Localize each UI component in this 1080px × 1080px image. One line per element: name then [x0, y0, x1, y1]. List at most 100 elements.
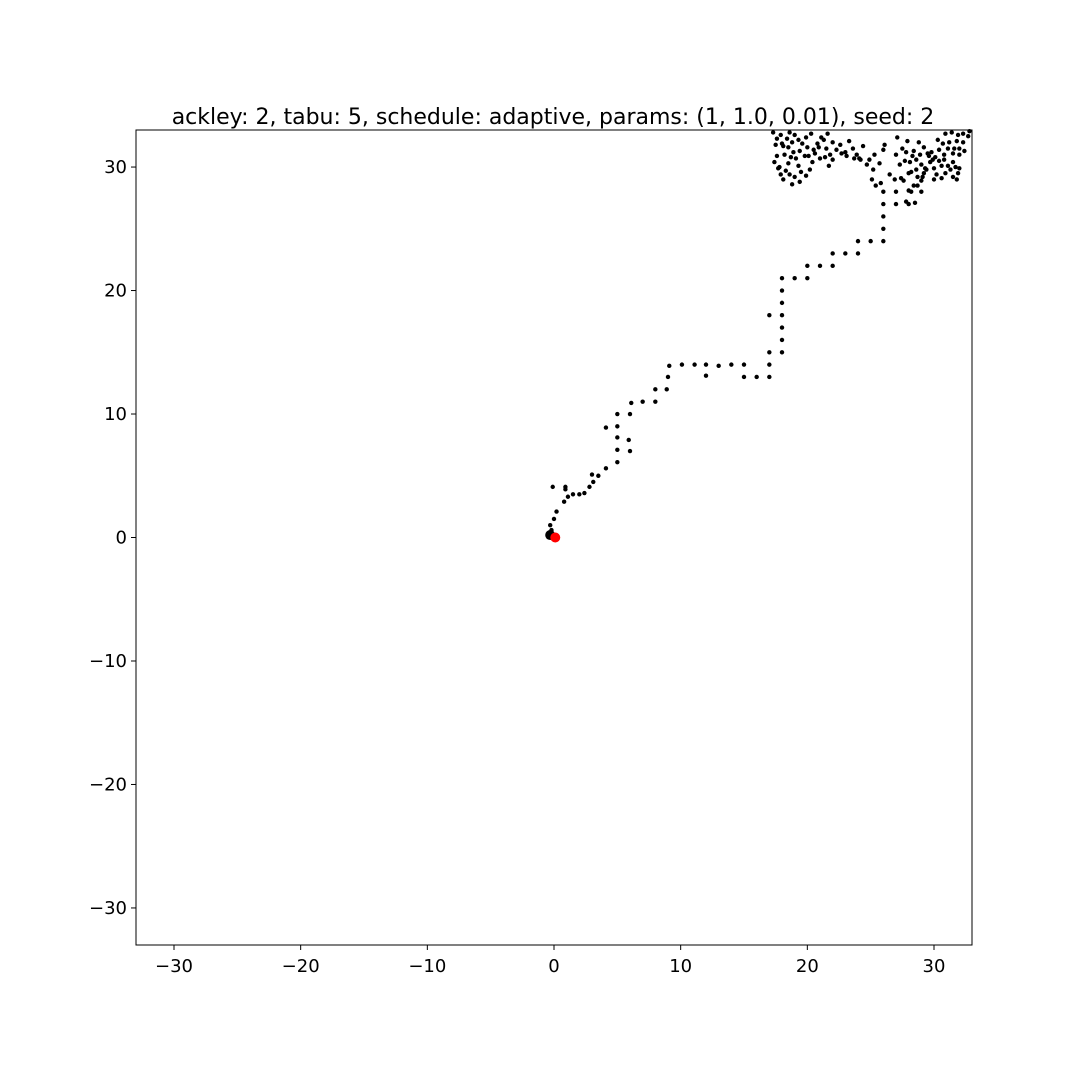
data-point	[807, 167, 813, 172]
data-point	[909, 189, 914, 194]
data-point	[869, 177, 875, 182]
y-tick-label: −30	[89, 898, 127, 919]
y-tick-label: 20	[104, 281, 127, 302]
data-point	[821, 137, 826, 143]
data-point	[897, 162, 902, 167]
data-point	[787, 130, 792, 135]
data-point	[789, 140, 795, 145]
data-point	[911, 148, 916, 154]
data-point	[887, 172, 892, 177]
y-axis: −30 −20 −10 0 10 20 30	[89, 157, 136, 919]
data-point	[781, 177, 786, 182]
data-point	[792, 132, 797, 138]
data-point	[803, 135, 809, 140]
data-point	[846, 138, 852, 144]
data-point	[830, 251, 835, 256]
data-point	[843, 251, 848, 256]
data-point	[803, 173, 809, 178]
data-point	[627, 411, 633, 417]
data-point	[940, 141, 946, 146]
data-point	[788, 154, 794, 160]
data-point	[615, 459, 620, 465]
data-point	[873, 183, 878, 188]
data-point	[929, 150, 934, 155]
data-point	[824, 146, 829, 151]
data-point	[911, 183, 916, 188]
data-point	[860, 143, 866, 149]
data-point	[943, 171, 948, 176]
data-point	[920, 174, 925, 180]
data-point	[867, 157, 872, 162]
plot-area: −30 −20 −10 0 10 20 30 −30 −20 −10 0 10 20 30	[89, 129, 973, 977]
x-tick-label: 20	[796, 956, 819, 977]
data-point	[930, 157, 935, 162]
data-point	[793, 156, 799, 161]
data-point	[935, 137, 940, 143]
data-point	[881, 147, 886, 152]
data-point	[554, 509, 559, 514]
data-point	[805, 263, 810, 269]
data-point	[955, 132, 961, 138]
data-point	[868, 238, 873, 244]
data-point	[939, 163, 944, 169]
data-point	[716, 363, 721, 369]
data-point	[939, 175, 944, 181]
data-point	[941, 152, 947, 157]
data-point	[789, 182, 795, 187]
data-point	[950, 159, 956, 165]
data-point	[906, 171, 911, 176]
data-point	[811, 147, 816, 152]
data-point	[792, 275, 797, 281]
data-point	[878, 180, 883, 186]
data-point	[786, 145, 791, 150]
data-point	[796, 163, 801, 169]
data-point	[779, 337, 785, 343]
data-point	[615, 447, 620, 453]
data-point	[839, 151, 844, 156]
data-point	[827, 152, 833, 157]
data-point	[954, 177, 959, 182]
data-point	[589, 472, 595, 477]
data-point	[919, 162, 924, 167]
data-point	[754, 374, 759, 380]
data-point	[816, 145, 821, 150]
x-tick-label: −20	[282, 956, 320, 977]
data-point	[798, 169, 804, 175]
data-point	[767, 374, 772, 380]
data-point	[615, 424, 620, 429]
highlight-markers	[545, 530, 561, 543]
data-point	[855, 251, 861, 256]
data-point	[779, 350, 785, 355]
data-point	[966, 133, 971, 139]
data-point	[962, 148, 967, 154]
data-point	[910, 153, 915, 159]
data-point	[800, 141, 805, 146]
data-point	[729, 362, 734, 367]
data-point	[905, 138, 910, 144]
data-point	[792, 174, 797, 180]
data-point	[826, 163, 832, 169]
data-point	[943, 131, 948, 136]
x-tick-label: −30	[155, 956, 193, 977]
data-point	[830, 263, 835, 269]
data-point	[779, 288, 785, 293]
data-point	[802, 153, 807, 159]
data-point	[881, 214, 886, 219]
x-tick-label: 10	[669, 956, 692, 977]
data-point	[779, 141, 785, 146]
data-point	[854, 152, 859, 157]
data-point	[882, 142, 887, 148]
data-point	[936, 147, 942, 152]
optimum-point-marker	[550, 532, 561, 543]
data-point	[603, 466, 609, 471]
data-point	[903, 199, 909, 204]
data-point	[881, 201, 886, 207]
data-point	[855, 238, 861, 244]
data-point	[806, 153, 811, 159]
data-point	[881, 238, 886, 244]
data-point	[960, 131, 966, 136]
data-point	[767, 350, 772, 355]
data-point	[817, 156, 823, 161]
